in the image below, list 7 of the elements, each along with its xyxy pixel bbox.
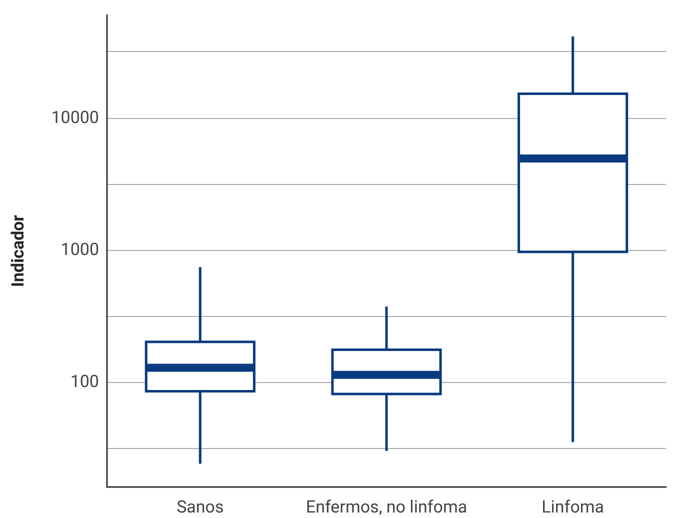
y-tick-label: 100 bbox=[70, 372, 99, 392]
y-tick-label: 1000 bbox=[60, 240, 99, 260]
x-tick-label: Enfermos, no linfoma bbox=[306, 498, 468, 518]
y-axis-title: Indicador bbox=[8, 214, 28, 287]
x-tick-label: Sanos bbox=[176, 498, 224, 518]
y-tick-label: 10000 bbox=[51, 108, 99, 128]
x-tick-label: Linfoma bbox=[542, 498, 604, 518]
